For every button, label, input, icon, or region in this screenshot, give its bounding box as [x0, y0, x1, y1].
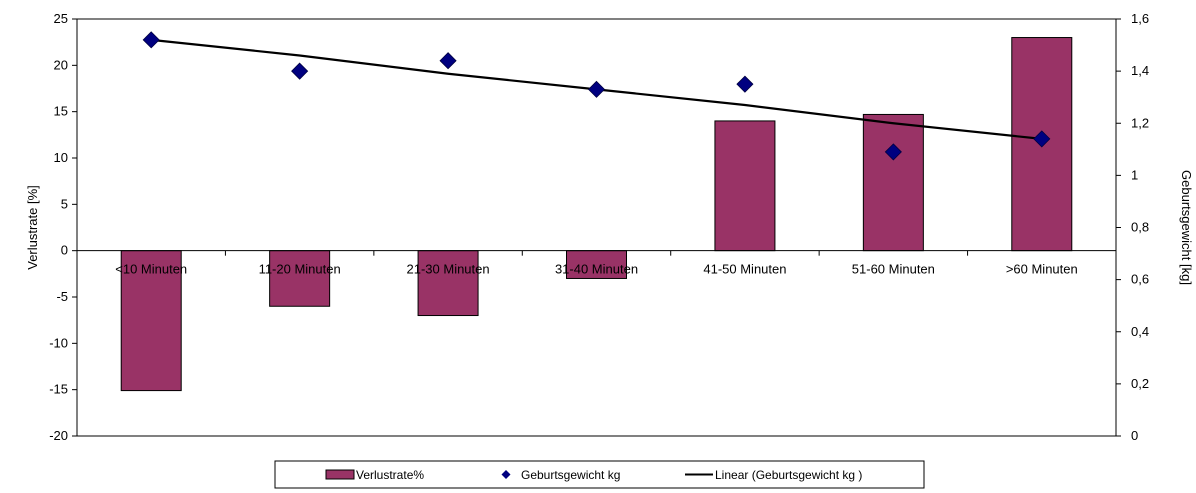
diamond-marker-5 [884, 143, 902, 161]
left-axis-title: Verlustrate [%] [25, 185, 40, 270]
legend-line-label: Linear (Geburtsgewicht kg ) [715, 468, 862, 482]
diamond-marker-3 [587, 80, 606, 98]
bar-1 [269, 250, 331, 307]
right-tick-label-5: 1 [1131, 167, 1138, 182]
legend-diamond-icon [501, 470, 511, 479]
diamond-marker-0 [142, 31, 160, 49]
left-tick-label-9: 25 [54, 11, 68, 26]
x-tick-label-4: 41-50 Minuten [703, 262, 786, 277]
diamond-marker-4 [736, 75, 754, 93]
right-tick-label-6: 1,2 [1131, 115, 1149, 130]
bar-2 [417, 250, 479, 317]
left-tick-label-3: -5 [56, 289, 68, 304]
legend-bar-swatch [325, 469, 355, 480]
right-tick-label-8: 1,6 [1131, 11, 1149, 26]
left-tick-label-6: 10 [54, 150, 68, 165]
left-tick-label-4: 0 [61, 243, 68, 258]
bar-3 [566, 250, 627, 279]
right-tick-label-2: 0,4 [1131, 324, 1149, 339]
x-tick-label-6: >60 Minuten [1006, 262, 1078, 277]
x-tick-label-2: 21-30 Minuten [407, 262, 490, 277]
diamond-marker-6 [1033, 130, 1051, 148]
legend-bar-label: Verlustrate% [356, 468, 424, 482]
right-tick-label-1: 0,2 [1131, 376, 1149, 391]
x-tick-label-5: 51-60 Minuten [852, 262, 935, 277]
right-tick-label-0: 0 [1131, 428, 1138, 443]
left-tick-label-8: 20 [54, 57, 68, 72]
left-tick-label-5: 5 [61, 196, 68, 211]
right-axis-title: Geburtsgewicht [kg] [1179, 170, 1194, 285]
axes [76, 18, 1117, 437]
left-tick-label-2: -10 [49, 335, 68, 350]
bar-0 [120, 250, 182, 392]
legend: Verlustrate% Geburtsgewicht kg Linear (G… [274, 460, 925, 489]
right-tick-label-3: 0,6 [1131, 272, 1149, 287]
bar-4 [714, 120, 776, 252]
left-tick-label-7: 15 [54, 104, 68, 119]
bar-5 [862, 113, 924, 252]
x-tick-label-3: 31-40 Minuten [555, 262, 638, 277]
ticks: -20 -15 -10 -5 0 5 10 15 20 25 0 0,2 0,4 0,6 0,8 1 1,2 1,… [49, 11, 1149, 443]
x-tick-label-0: <10 Minuten [115, 262, 187, 277]
markers [142, 31, 1051, 161]
diamond-marker-2 [439, 52, 457, 70]
left-tick-label-0: -20 [49, 428, 68, 443]
bars [120, 37, 1073, 392]
left-tick-label-1: -15 [49, 382, 68, 397]
right-tick-label-7: 1,4 [1131, 63, 1149, 78]
x-tick-label-1: 11-20 Minuten [259, 262, 341, 277]
legend-scatter-label: Geburtsgewicht kg [521, 468, 620, 482]
diamond-marker-1 [291, 62, 309, 80]
legend-box [274, 460, 925, 489]
right-tick-label-4: 0,8 [1131, 220, 1149, 235]
